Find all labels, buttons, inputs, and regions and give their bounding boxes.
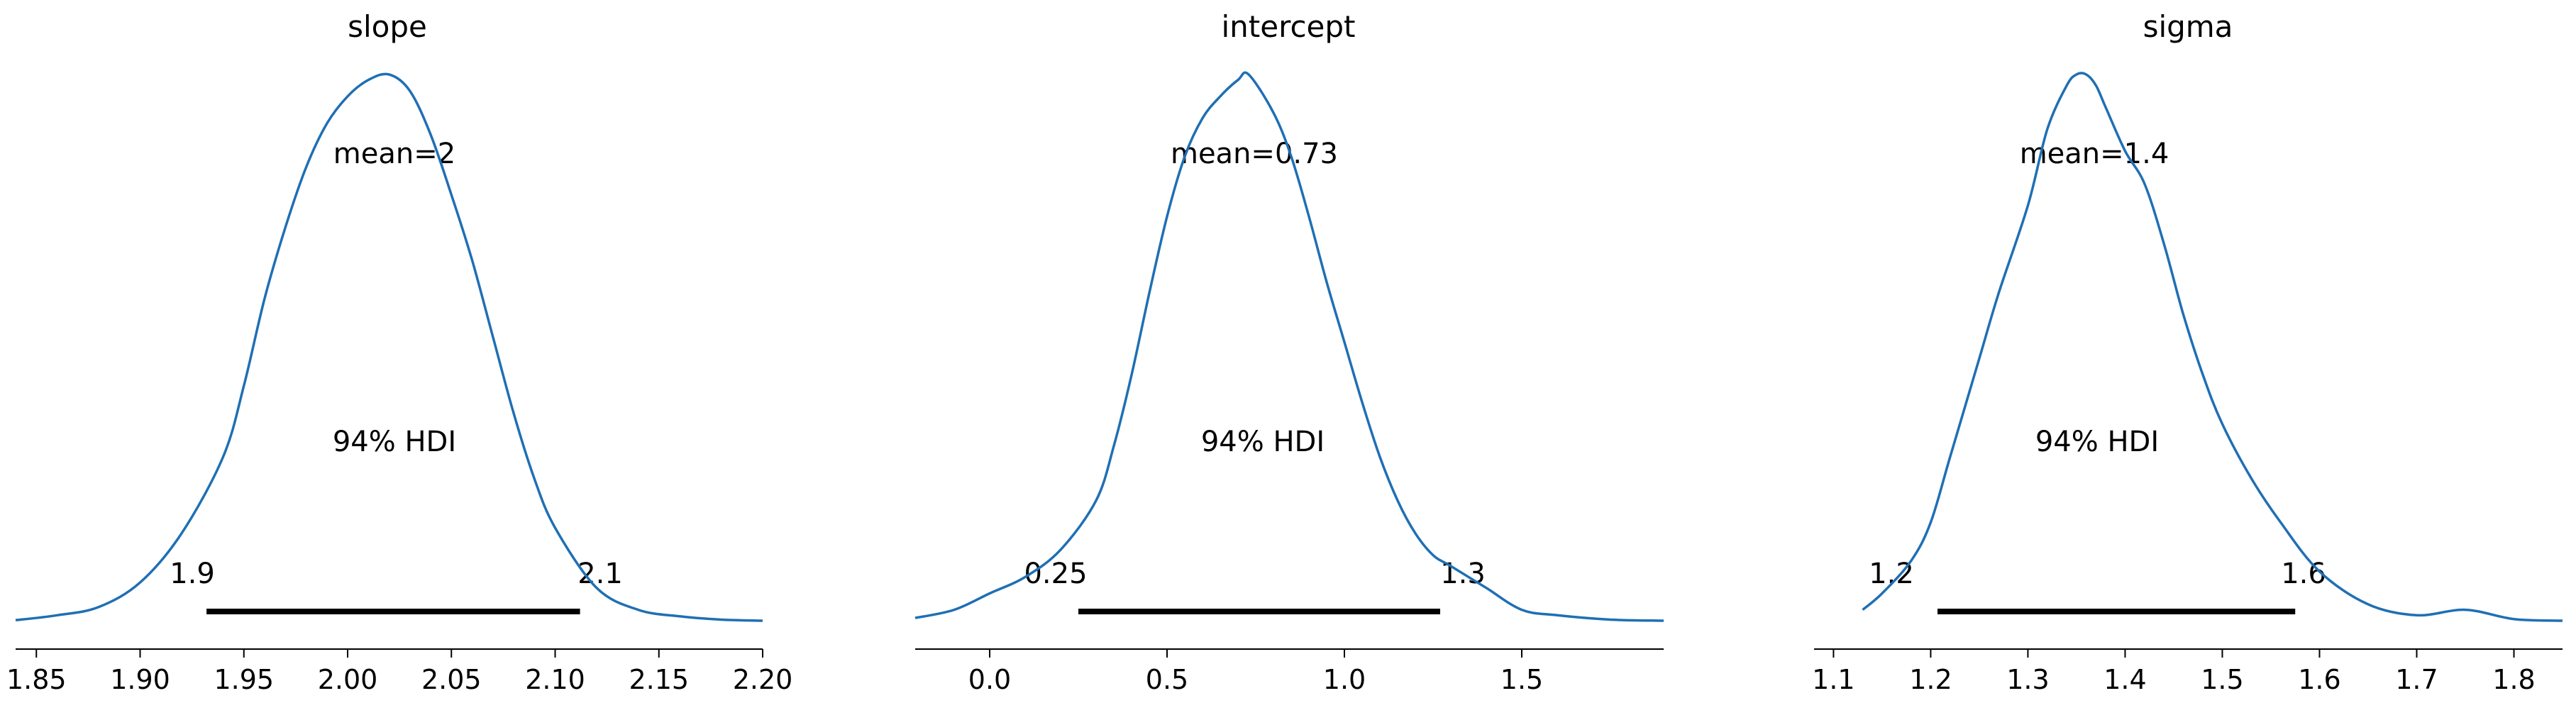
x-tick-label: 1.90 bbox=[110, 664, 170, 695]
x-tick-label: 2.20 bbox=[733, 664, 793, 695]
density-curve bbox=[1862, 72, 2563, 622]
x-tick-label: 1.7 bbox=[2395, 664, 2438, 695]
hdi-label: 94% HDI bbox=[333, 426, 456, 458]
panel-title: slope bbox=[348, 9, 427, 44]
x-tick-label: 2.10 bbox=[525, 664, 585, 695]
x-tick-label: 1.6 bbox=[2298, 664, 2340, 695]
mean-label: mean=1.4 bbox=[2020, 138, 2169, 170]
panel-title: intercept bbox=[1222, 9, 1356, 44]
x-tick-label: 1.85 bbox=[6, 664, 67, 695]
hdi-label: 94% HDI bbox=[2035, 426, 2159, 458]
mean-label: mean=2 bbox=[333, 138, 455, 170]
x-tick-label: 1.8 bbox=[2492, 664, 2535, 695]
x-tick-label: 1.3 bbox=[2006, 664, 2049, 695]
x-tick-label: 2.05 bbox=[421, 664, 482, 695]
x-tick-label: 0.0 bbox=[968, 664, 1011, 695]
x-tick-label: 2.15 bbox=[629, 664, 689, 695]
x-tick-label: 1.4 bbox=[2104, 664, 2146, 695]
density-curve bbox=[914, 71, 1664, 622]
hdi-label: 94% HDI bbox=[1201, 426, 1325, 458]
density-curve bbox=[15, 72, 763, 622]
x-tick-label: 1.95 bbox=[214, 664, 274, 695]
x-tick-label: 1.2 bbox=[1909, 664, 1952, 695]
x-tick-label: 1.0 bbox=[1323, 664, 1366, 695]
mean-label: mean=0.73 bbox=[1171, 138, 1338, 170]
panel-intercept: intercept mean=0.73 94% HDI 0.25 1.3 0.0… bbox=[914, 9, 1664, 695]
x-tick-label: 1.1 bbox=[1812, 664, 1854, 695]
x-tick-label: 1.5 bbox=[1500, 664, 1543, 695]
panel-sigma: sigma mean=1.4 94% HDI 1.2 1.6 1.1 1.2 1.3… bbox=[1812, 9, 2563, 695]
x-tick-label: 1.5 bbox=[2201, 664, 2243, 695]
hdi-high-label: 1.6 bbox=[2281, 558, 2326, 590]
hdi-low-label: 0.25 bbox=[1024, 558, 1087, 590]
x-tick-label: 0.5 bbox=[1146, 664, 1188, 695]
hdi-low-label: 1.9 bbox=[170, 558, 215, 590]
panel-slope: slope mean=2 94% HDI 1.9 2.1 1.85 1.90 1.9… bbox=[6, 9, 792, 695]
panel-title: sigma bbox=[2143, 9, 2233, 44]
x-tick-label: 2.00 bbox=[318, 664, 378, 695]
